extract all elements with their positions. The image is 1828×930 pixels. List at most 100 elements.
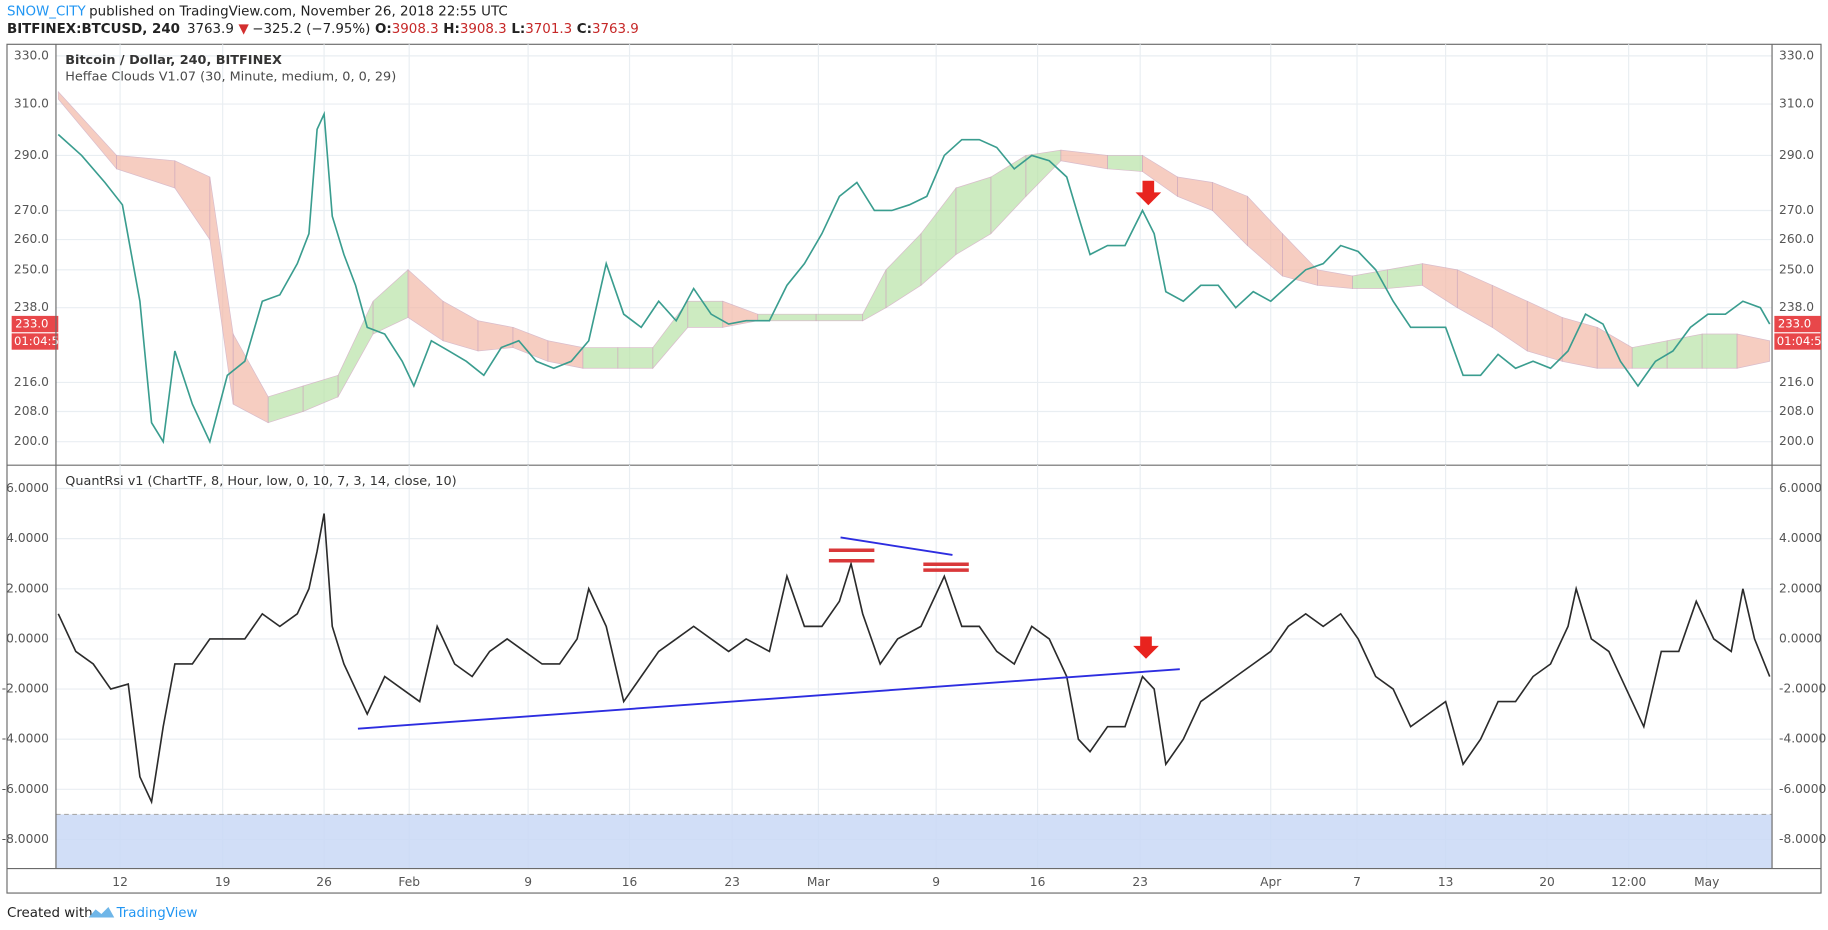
y-tick-label: 208.0 (1779, 404, 1814, 418)
symbol-line: BITFINEX:BTCUSD, 240 3763.9 ▼ −325.2 (−7.95… (7, 22, 639, 37)
arrow-annotation (1133, 636, 1159, 659)
y-tick-label: 6.0000 (1779, 481, 1822, 495)
cloud-segment (815, 313, 864, 322)
y-tick-label: 216.0 (1779, 375, 1814, 389)
chart-frame (6, 43, 1822, 894)
footer-text: Created with (7, 906, 93, 921)
x-tick-label: May (1694, 875, 1719, 889)
y-tick-label: 4.0000 (6, 531, 49, 545)
pane-title: QuantRsi v1 (ChartTF, 8, Hour, low, 0, 1… (65, 474, 456, 489)
pane-subtitle: Heffae Clouds V1.07 (30, Minute, medium,… (65, 69, 396, 84)
cloud-segment (1736, 333, 1771, 369)
band (55, 814, 1773, 869)
cloud-segment (1107, 155, 1143, 172)
y-tick-label: 2.0000 (6, 581, 49, 595)
series-line (57, 513, 1771, 805)
brand[interactable]: TradingView (116, 906, 198, 921)
y-tick-label: 208.0 (14, 404, 49, 418)
x-tick-label: Feb (398, 875, 420, 889)
cloud-segment (582, 347, 619, 369)
x-tick-label: Mar (807, 875, 831, 889)
x-tick-label: 26 (316, 875, 332, 889)
y-tick-label: -2.0000 (1779, 682, 1826, 696)
x-tick-label: 12:00 (1611, 875, 1646, 889)
y-tick-label: -2.0000 (2, 682, 49, 696)
symbol: BITFINEX:BTCUSD, 240 (7, 22, 180, 37)
header-line: SNOW_CITY published on TradingView.com, N… (7, 5, 508, 20)
price-tag (11, 315, 59, 333)
ohlc-label: H: (443, 22, 460, 37)
y-tick-label: 290.0 (14, 148, 49, 162)
price-tag-label: 233.0 (1778, 317, 1811, 331)
ohlc-value: 3763.9 (592, 22, 639, 37)
x-tick-label: 23 (1132, 875, 1148, 889)
y-tick-label: 250.0 (1779, 262, 1814, 276)
y-tick-label: 290.0 (1779, 148, 1814, 162)
countdown-label: 01:04:59 (14, 334, 66, 348)
y-tick-label: 310.0 (1779, 97, 1814, 111)
x-tick-label: 7 (1353, 875, 1361, 889)
last: 3763.9 (187, 22, 234, 37)
pane: 6.0000 6.0000 4.0000 4.0000 2.0000 2.0000 0.00… (2, 465, 1826, 889)
y-tick-label: 260.0 (1779, 232, 1814, 246)
y-tick-label: -8.0000 (1779, 832, 1826, 846)
y-tick-label: 270.0 (14, 203, 49, 217)
y-tick-label: 200.0 (1779, 434, 1814, 448)
y-tick-label: 238.0 (14, 300, 49, 314)
series-line (57, 110, 1771, 445)
price-tag-label: 233.0 (15, 317, 48, 331)
cloud-segment (617, 347, 654, 369)
y-tick-label: -8.0000 (2, 832, 49, 846)
y-tick-label: 2.0000 (1779, 581, 1822, 595)
y-tick-label: -4.0000 (2, 732, 49, 746)
pane-title: Bitcoin / Dollar, 240, BITFINEX (65, 53, 282, 68)
layer: 330.0 330.0 310.0 310.0 290.0 290.0 270.0 270.0… (2, 43, 1828, 894)
x-tick-label: 12 (112, 875, 128, 889)
annotations (357, 180, 1180, 730)
y-tick-label: 330.0 (1779, 48, 1814, 62)
y-tick-label: 0.0000 (1779, 631, 1822, 645)
trendline (357, 668, 1180, 730)
x-tick-label: 16 (1030, 875, 1046, 889)
y-tick-label: -6.0000 (2, 782, 49, 796)
price-tag (1774, 315, 1822, 333)
ohlc-value: 3701.3 (525, 22, 572, 37)
x-tick-label: 9 (524, 875, 532, 889)
ohlc-value: 3908.3 (460, 22, 507, 37)
y-tick-label: 270.0 (1779, 203, 1814, 217)
ohlc-label: L: (511, 22, 525, 37)
x-tick-label: 16 (622, 875, 638, 889)
y-tick-label: 216.0 (14, 375, 49, 389)
x-tick-label: 23 (724, 875, 740, 889)
arrow: ▼ (239, 22, 250, 37)
y-tick-label: 250.0 (14, 262, 49, 276)
ohlc-value: 3908.3 (392, 22, 439, 37)
ohlc-label: O: (375, 22, 392, 37)
y-tick-label: 4.0000 (1779, 531, 1822, 545)
arrow-annotation (1135, 180, 1162, 206)
y-tick-label: -6.0000 (1779, 782, 1826, 796)
y-tick-label: -4.0000 (1779, 732, 1826, 746)
y-tick-label: 310.0 (14, 97, 49, 111)
y-tick-label: 330.0 (14, 48, 49, 62)
y-tick-label: 260.0 (14, 232, 49, 246)
y-tick-label: 6.0000 (6, 481, 49, 495)
x-tick-label: 19 (215, 875, 231, 889)
countdown-tag (11, 333, 59, 350)
y-tick-label: 200.0 (14, 434, 49, 448)
published: published on TradingView.com, November 2… (89, 5, 508, 20)
countdown-label: 01:04:59 (1777, 334, 1828, 348)
countdown-tag (1774, 333, 1822, 350)
brand-logo (88, 907, 115, 918)
pane: 330.0 330.0 310.0 310.0 290.0 290.0 270.0 270.0… (6, 44, 1828, 466)
x-tick-label: 9 (932, 875, 940, 889)
author[interactable]: SNOW_CITY (7, 5, 86, 20)
y-tick-label: 238.0 (1779, 300, 1814, 314)
cloud-segment (757, 313, 817, 322)
x-tick-label: 20 (1539, 875, 1555, 889)
y-tick-label: 0.0000 (6, 631, 49, 645)
cloud-segment (1701, 333, 1738, 369)
x-tick-label: 13 (1438, 875, 1454, 889)
x-tick-label: Apr (1260, 875, 1282, 889)
